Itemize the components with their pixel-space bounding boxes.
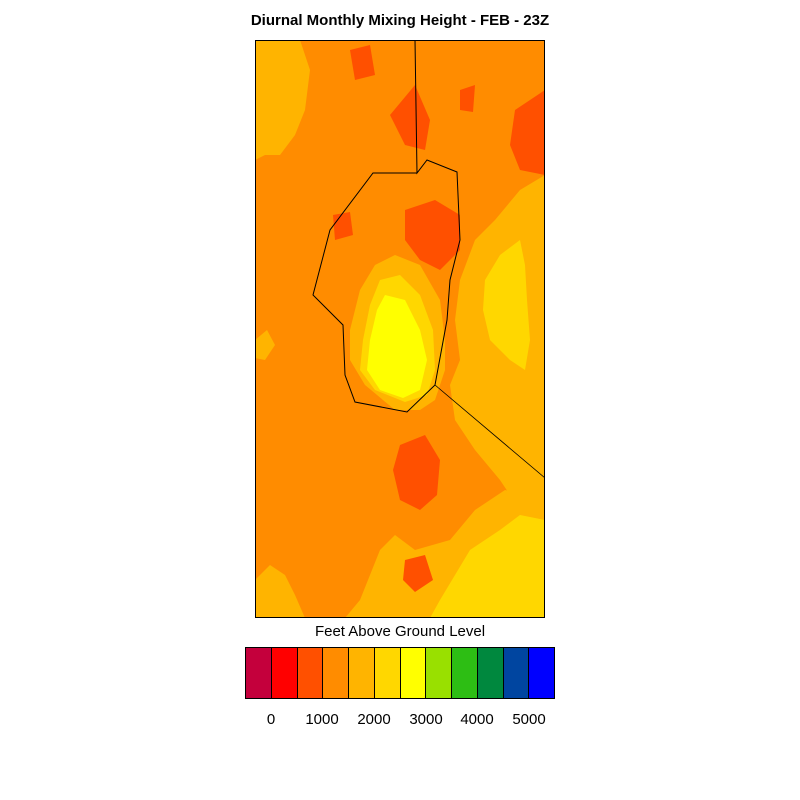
boundary-line-se [434,384,545,479]
chart-title: Diurnal Monthly Mixing Height - FEB - 23… [250,12,550,29]
colorbar-tick: 3000 [409,711,443,728]
colorbar-tick: 5000 [512,711,546,728]
colorbar-swatch [503,648,530,698]
contour-region-left-small [255,330,275,360]
colorbar-swatch [477,648,504,698]
colorbar-swatch [400,648,427,698]
contour-region-west-spot [333,212,353,240]
colorbar-swatch [452,648,478,698]
contour-region-center-dark [393,435,440,510]
colorbar-swatch [323,648,349,698]
colorbar-label: Feet Above Ground Level [314,623,486,640]
contour-region-bottom-gold [430,515,545,618]
colorbar-tick: 4000 [460,711,494,728]
map-frame [255,40,545,618]
colorbar-swatch [297,648,324,698]
colorbar-tick: 0 [266,711,276,728]
colorbar-swatch [271,648,298,698]
contour-region-ne-dark [510,90,545,175]
colorbar-swatch [246,648,272,698]
contour-region-north-spot [350,45,375,80]
contour-region-yellow-core [367,295,427,398]
contour-region-left-top [255,40,310,160]
colorbar-swatch [426,648,452,698]
contour-region-ne-small [460,85,475,112]
contour-region-north-dark [390,85,430,150]
contour-region-north-center [405,200,460,270]
contour-region-bottom-spot [403,555,433,592]
colorbar [245,647,555,699]
colorbar-swatch [349,648,375,698]
contour-map [255,40,545,618]
colorbar-tick: 1000 [305,711,339,728]
colorbar-swatch [529,648,554,698]
boundary-outline [312,40,461,413]
colorbar-tick: 2000 [357,711,391,728]
colorbar-ticks: 0 1000 2000 3000 4000 5000 [0,711,800,731]
colorbar-swatch [374,648,401,698]
contour-region-east-gold [483,240,530,370]
contour-region-bottom-left [255,565,305,618]
